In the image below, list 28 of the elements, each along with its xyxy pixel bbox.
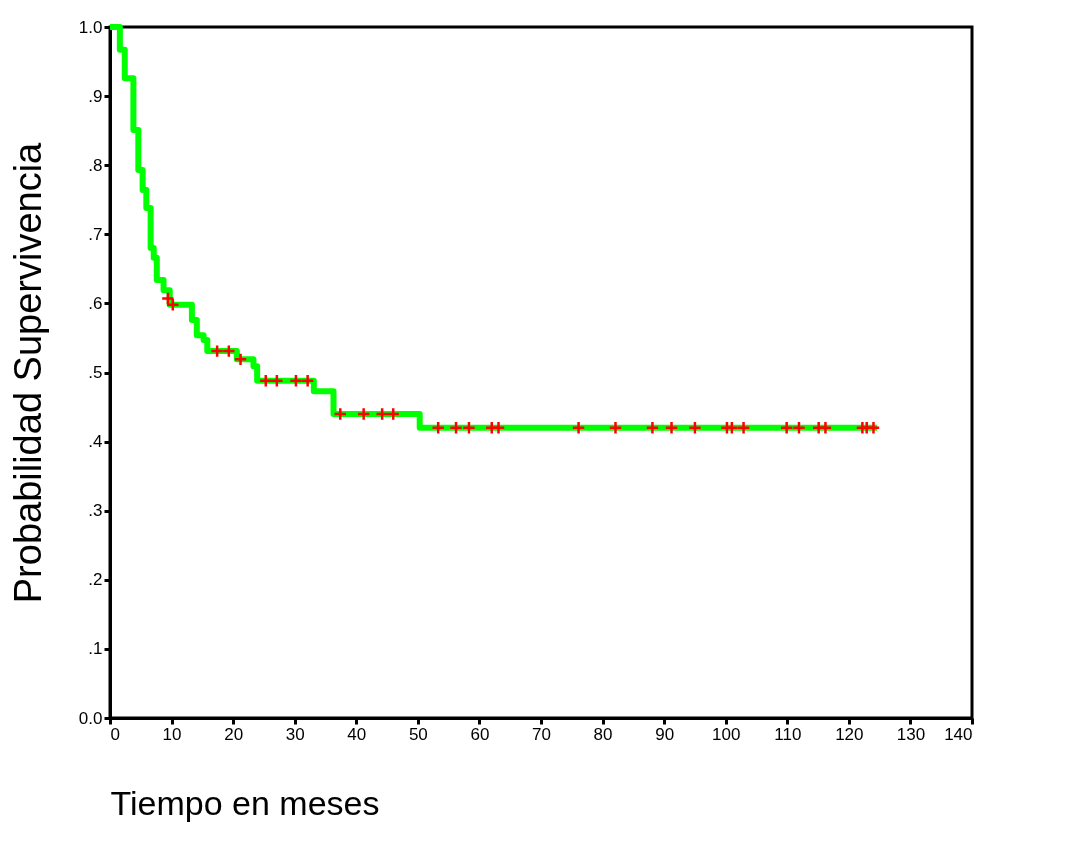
x-tick-label: 130 — [896, 724, 926, 744]
x-tick-label: 120 — [835, 724, 864, 744]
x-tick-label: 40 — [347, 724, 367, 744]
y-tick-label: 0.0 — [78, 708, 103, 728]
x-tick-label: 30 — [285, 724, 305, 744]
x-tick-label: 90 — [655, 724, 675, 744]
y-tick-label: 1.0 — [78, 17, 103, 37]
y-axis-title: Probabilidad Supervivencia — [6, 141, 49, 604]
x-tick-label: 110 — [774, 724, 802, 744]
y-tick-label: .1 — [88, 639, 103, 659]
y-tick-label: .5 — [88, 363, 103, 382]
x-tick-label: 0 — [110, 724, 120, 744]
y-tick-label: .2 — [88, 570, 103, 590]
y-tick-label: .4 — [88, 432, 103, 452]
x-tick-label: 100 — [712, 724, 741, 744]
x-axis-title: Tiempo en meses — [110, 783, 380, 822]
x-tick-label: 10 — [162, 724, 182, 744]
y-tick-label: .9 — [88, 86, 103, 106]
y-tick-label: .7 — [88, 224, 103, 244]
x-tick-label: 80 — [593, 724, 613, 744]
y-tick-label: .6 — [88, 293, 103, 313]
x-tick-label: 20 — [224, 724, 244, 744]
x-tick-label: 60 — [470, 724, 490, 744]
x-tick-label: 70 — [532, 724, 551, 744]
x-tick-label: 50 — [408, 724, 428, 744]
y-tick-label: .3 — [88, 501, 103, 521]
x-tick-label: 140 — [944, 724, 973, 744]
y-tick-label: .8 — [88, 155, 103, 175]
